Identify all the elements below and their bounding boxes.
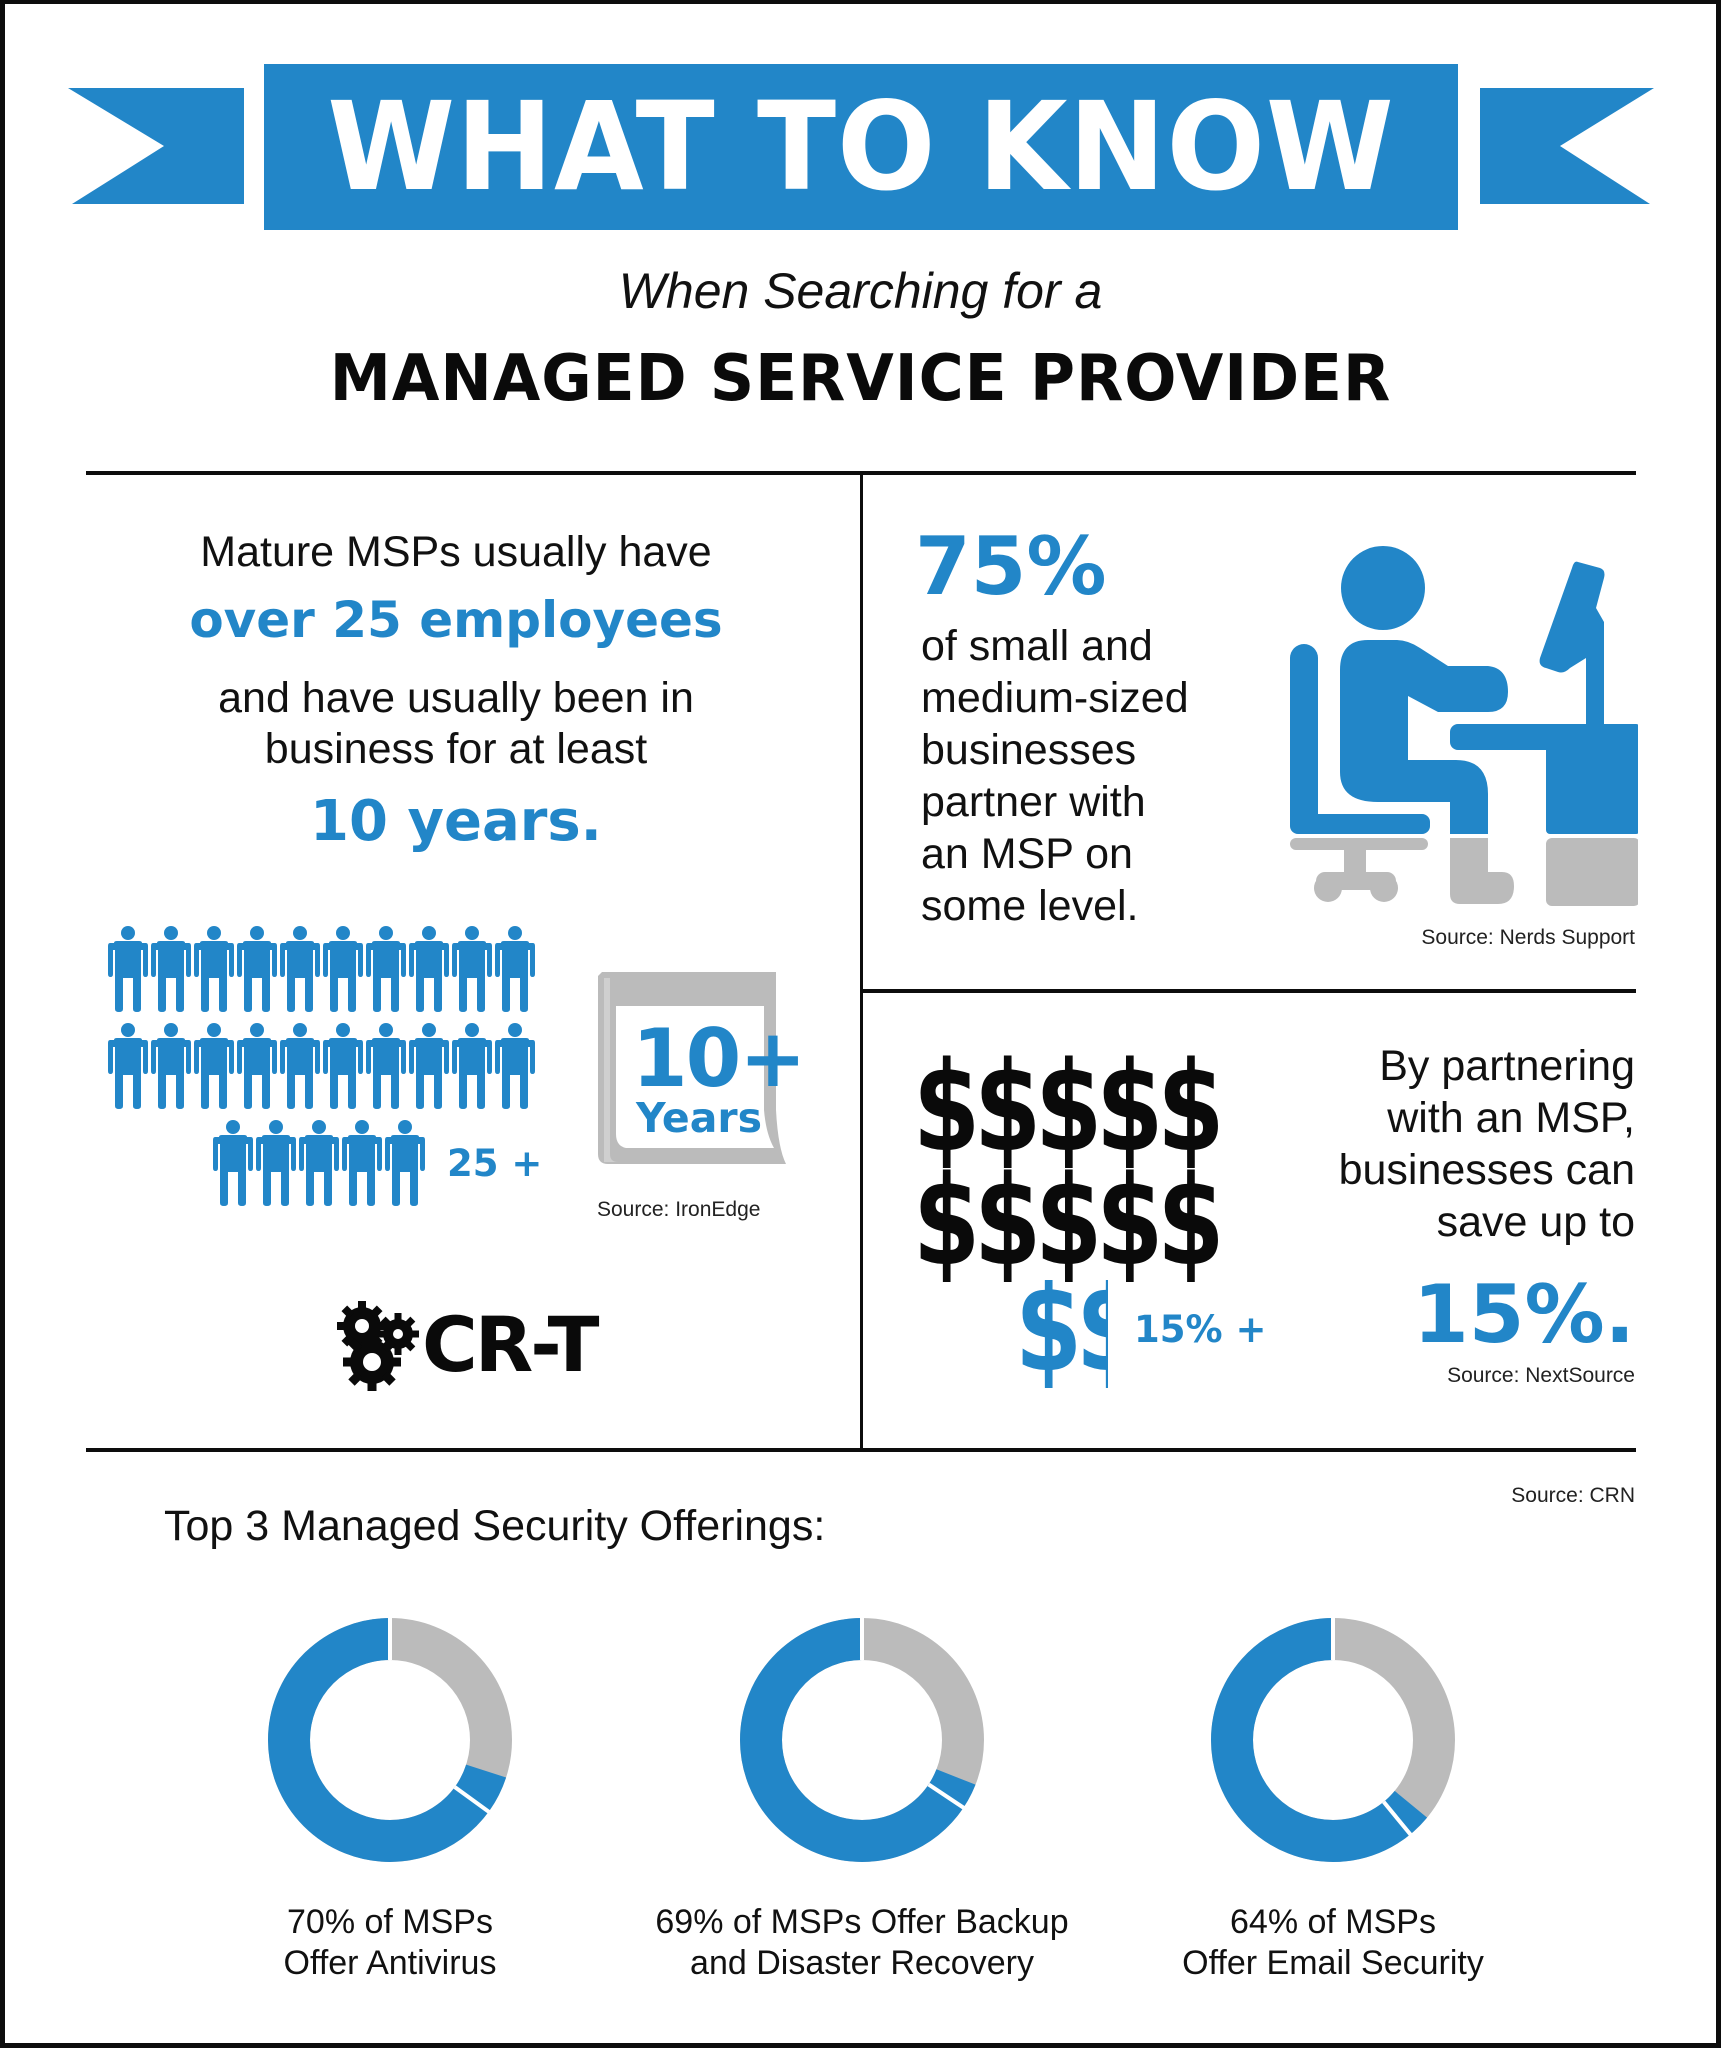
source-ironedge: Source: IronEdge [597,1198,761,1221]
banner-right-ribbon-icon [1480,88,1654,204]
people-count-label: 25 + [447,1142,543,1185]
savings-line: businesses can [1338,1146,1635,1194]
calendar-number: 10+ [632,1012,806,1105]
offering-line: and Disaster Recovery [690,1944,1034,1982]
people-row-3 [213,1120,425,1206]
crt-logo-text: CR-T [422,1300,600,1389]
offering-line: 64% of MSPs [1230,1903,1436,1941]
smb-line: partner with [921,778,1146,826]
donut-chart-backup-recovery [740,1616,984,1862]
employees-highlight: over 25 employees [189,591,723,649]
savings-text: By partnering with an MSP, businesses ca… [1235,1040,1635,1248]
calendar-label: Years [636,1094,763,1142]
offering-line: Offer Antivirus [283,1944,497,1982]
dollar-row-3-partial: $$ [1015,1280,1108,1388]
dollar-row-3: $$ [1015,1280,1108,1388]
subtitle: When Searching for a [618,263,1103,319]
savings-line: save up to [1436,1198,1635,1246]
smb-partner-text: of small and medium-sized businesses par… [921,620,1261,932]
savings-line: with an MSP, [1387,1094,1635,1142]
smb-line: some level. [921,882,1139,930]
donut-chart-email-security [1211,1616,1455,1862]
divider-vertical [860,472,863,1450]
source-nextsource: Source: NextSource [1447,1364,1635,1387]
title-banner: WHAT TO KNOW [264,64,1458,230]
smb-line: medium-sized [921,674,1189,722]
source-crn: Source: CRN [1511,1484,1635,1507]
offering-label-backup-recovery: 69% of MSPs Offer Backup and Disaster Re… [612,1902,1112,1984]
divider-bottom [86,1448,1636,1452]
donut-chart-antivirus [268,1616,512,1862]
years-highlight: 10 years. [310,789,602,854]
stat-75-percent: 75% [915,520,1107,613]
offering-label-email-security: 64% of MSPs Offer Email Security [1083,1902,1583,1984]
smb-line: of small and [921,622,1153,670]
smb-line: businesses [921,726,1137,774]
dollar-row-1: $$$$$ [913,1036,1225,1180]
stat-15-percent: 15%. [1413,1268,1635,1361]
offerings-title: Top 3 Managed Security Offerings: [164,1502,826,1550]
banner-left-ribbon-icon [68,88,244,204]
banner-title: WHAT TO KNOW [327,76,1395,218]
gears-logo-icon [337,1301,419,1391]
offering-line: 70% of MSPs [287,1903,493,1941]
offering-line: 69% of MSPs Offer Backup [655,1903,1069,1941]
employees-intro-text: Mature MSPs usually have [200,528,712,576]
business-years-text-2: business for at least [264,725,648,773]
offering-label-antivirus: 70% of MSPs Offer Antivirus [140,1902,640,1984]
calendar-icon [598,972,786,1164]
people-row-2 [108,1023,535,1109]
people-row-1 [108,926,535,1012]
savings-line: By partnering [1379,1042,1635,1090]
dollar-label: 15% + [1134,1308,1267,1351]
person-at-desk-icon [1290,546,1638,906]
source-nerds-support: Source: Nerds Support [1421,926,1635,949]
dollar-row-2: $$$$$ [913,1150,1225,1294]
offering-line: Offer Email Security [1182,1944,1484,1982]
page-title: MANAGED SERVICE PROVIDER [329,342,1392,416]
business-years-text-1: and have usually been in [218,674,694,722]
smb-line: an MSP on [921,830,1133,878]
divider-right-middle [861,989,1636,993]
